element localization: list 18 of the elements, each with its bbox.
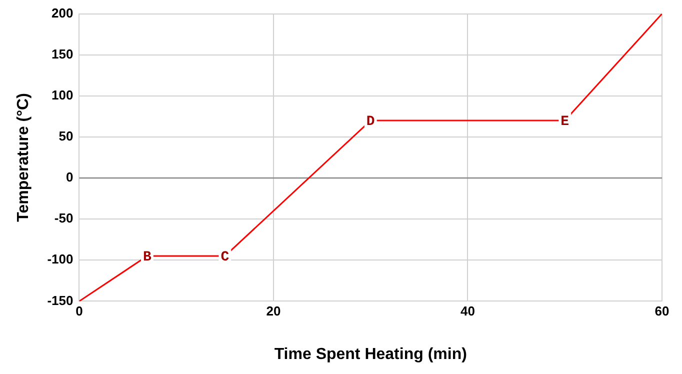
x-tick-label: 20 bbox=[266, 304, 281, 319]
x-tick-label: 40 bbox=[460, 304, 475, 319]
annotation: C bbox=[220, 250, 230, 266]
annotation: B bbox=[143, 250, 152, 266]
y-tick-label: 0 bbox=[66, 170, 74, 185]
x-axis-title: Time Spent Heating (min) bbox=[274, 346, 467, 363]
y-tick-label: -50 bbox=[54, 210, 74, 226]
y-tick-label: 150 bbox=[52, 46, 74, 62]
y-tick-label: 200 bbox=[52, 5, 74, 20]
annotation: D bbox=[366, 114, 375, 130]
annotation: E bbox=[560, 114, 570, 130]
y-tick-label: 100 bbox=[52, 87, 74, 102]
x-tick-label: 60 bbox=[654, 304, 670, 319]
y-tick-label: -100 bbox=[47, 252, 74, 267]
y-axis-title: Temperature (°C) bbox=[15, 93, 32, 222]
y-tick-label: -150 bbox=[47, 292, 74, 308]
y-tick-label: 50 bbox=[58, 128, 74, 144]
x-tick-label: 0 bbox=[76, 304, 83, 319]
